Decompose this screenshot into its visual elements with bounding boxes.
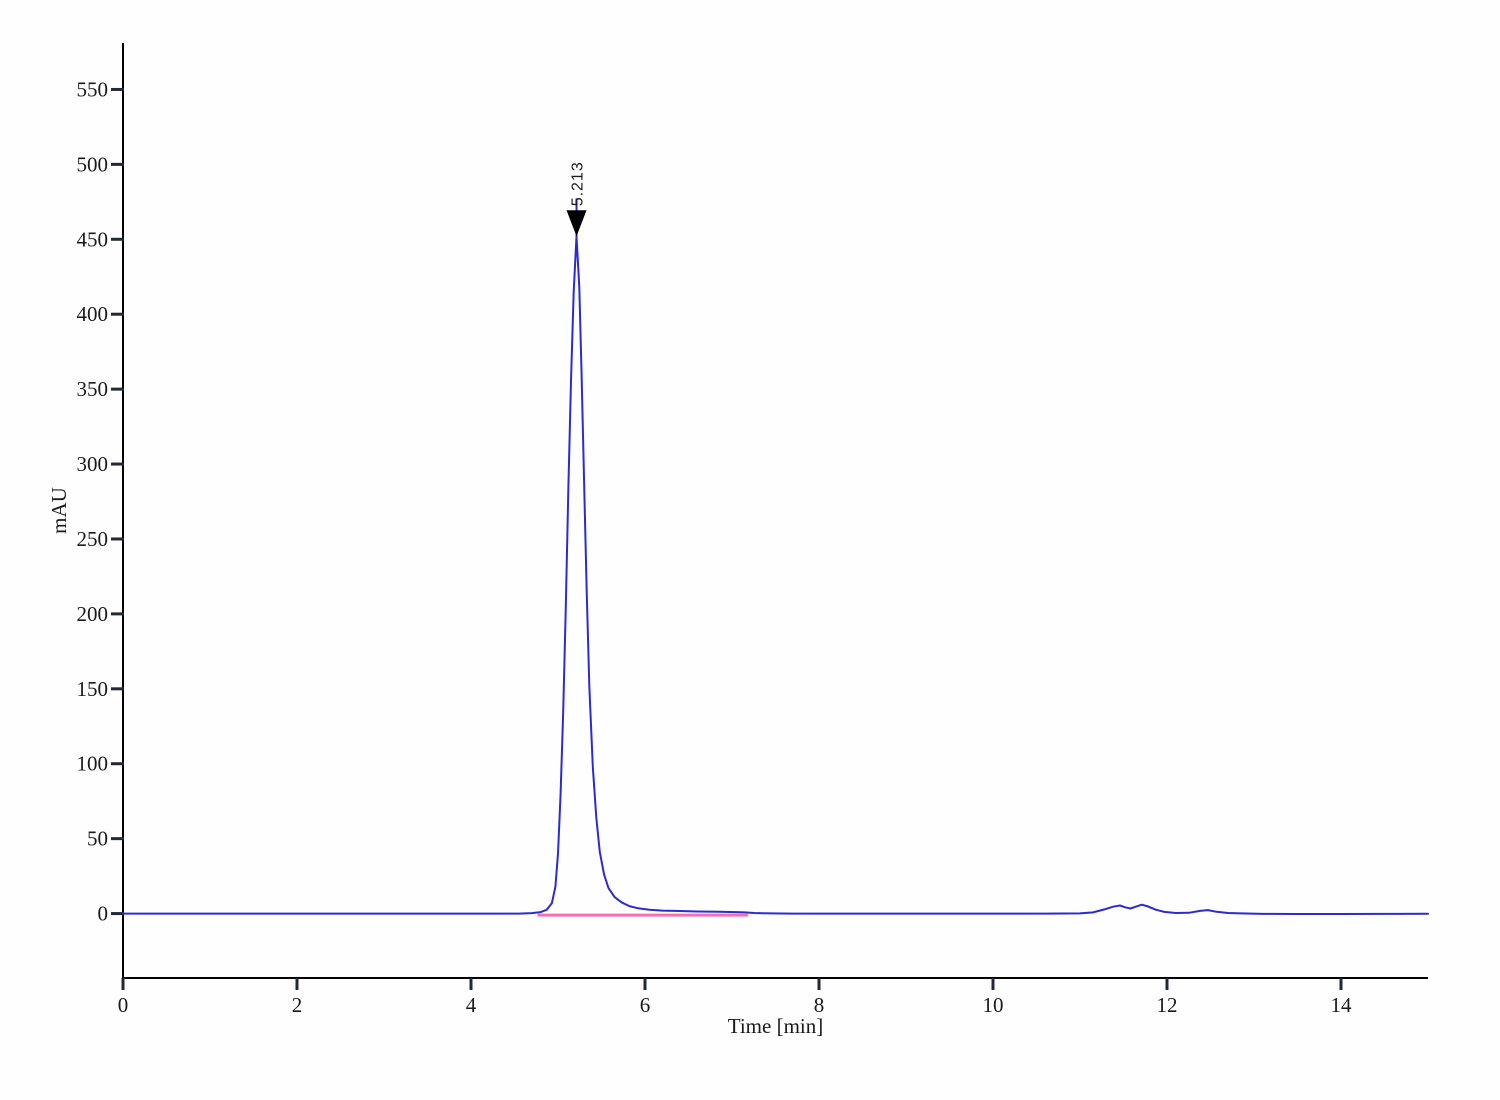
x-tick-label: 0 [118,993,129,1017]
peak-apex-marker-icon [566,210,587,237]
x-tick-label: 6 [640,993,651,1017]
y-tick-label: 100 [77,752,109,776]
y-tick-label: 300 [77,452,109,476]
peak-retention-time-label: 5.213 [570,161,587,206]
x-tick-label: 14 [1331,993,1353,1017]
detector-signal-trace [122,235,1429,915]
y-tick-label: 550 [77,77,109,101]
y-tick-label: 500 [77,152,109,176]
x-tick-label: 4 [466,993,477,1017]
x-tick-label: 8 [814,993,825,1017]
y-axis-title: mAU [47,487,71,534]
y-tick-label: 250 [77,527,109,551]
y-tick-label: 200 [77,602,109,626]
x-tick-label: 12 [1157,993,1178,1017]
y-tick-label: 450 [77,227,109,251]
y-tick-label: 400 [77,302,109,326]
y-tick-label: 0 [98,902,109,926]
y-tick-label: 150 [77,677,109,701]
x-axis-title: Time [min] [728,1014,823,1038]
y-tick-label: 350 [77,377,109,401]
y-tick-label: 50 [87,827,108,851]
x-tick-label: 10 [983,993,1004,1017]
x-tick-label: 2 [292,993,303,1017]
